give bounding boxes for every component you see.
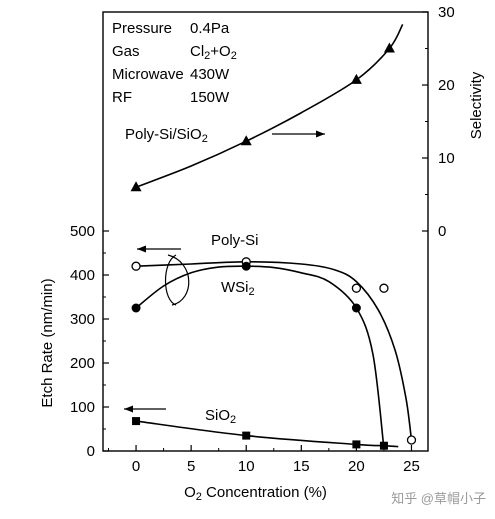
y-left-tick-label: 0 bbox=[87, 443, 95, 460]
data-point bbox=[406, 435, 417, 445]
data-point bbox=[379, 283, 389, 293]
y-left-tick-label: 400 bbox=[70, 267, 95, 284]
arrow-selectivity-head bbox=[316, 130, 325, 138]
data-point bbox=[352, 440, 361, 449]
data-point bbox=[379, 441, 388, 450]
series-label-poly-si-sio2: Poly-Si/SiO2 bbox=[125, 126, 208, 145]
x-tick-label: 5 bbox=[187, 458, 195, 475]
condition-name: Microwave bbox=[112, 66, 184, 83]
series-3 bbox=[132, 417, 399, 450]
data-point bbox=[240, 135, 252, 146]
series-0 bbox=[130, 24, 404, 192]
series-2 bbox=[131, 261, 385, 449]
subscript: 2 bbox=[249, 286, 255, 298]
series-1 bbox=[131, 257, 417, 445]
condition-value: Cl2+O2 bbox=[190, 43, 237, 62]
y-left-axis-label: Etch Rate (nm/min) bbox=[39, 278, 56, 407]
y-right-axis-label: Selectivity bbox=[468, 71, 485, 139]
subscript: 2 bbox=[202, 133, 208, 145]
text-part: Concentration (%) bbox=[202, 484, 327, 501]
data-point bbox=[351, 283, 362, 293]
series-line bbox=[136, 260, 413, 441]
condition-name: Pressure bbox=[112, 20, 172, 37]
series-label-poly-si: Poly-Si bbox=[211, 232, 259, 249]
series-line bbox=[135, 24, 404, 188]
series-label-sio2: SiO2 bbox=[205, 407, 236, 426]
arrow-etch-rate-head bbox=[137, 245, 146, 253]
data-point bbox=[131, 261, 141, 271]
text-part: Cl bbox=[190, 43, 204, 60]
condition-name: Gas bbox=[112, 43, 140, 60]
subscript: 2 bbox=[230, 414, 236, 426]
arrow-sio2-head bbox=[124, 405, 133, 413]
series-layer bbox=[124, 24, 417, 450]
y-right-tick-label: 0 bbox=[438, 223, 446, 240]
condition-value: 430W bbox=[190, 66, 230, 83]
data-point bbox=[130, 181, 142, 192]
x-axis-label: O2 Concentration (%) bbox=[184, 484, 327, 503]
condition-value: 150W bbox=[190, 89, 230, 106]
x-tick-label: 10 bbox=[238, 458, 255, 475]
data-point bbox=[241, 261, 251, 271]
text-part: WSi bbox=[221, 279, 249, 296]
text-part: Poly-Si bbox=[211, 232, 259, 249]
y-right-tick-label: 30 bbox=[438, 4, 455, 21]
text-part: O bbox=[184, 484, 196, 501]
plot-frame bbox=[102, 11, 429, 452]
data-point bbox=[242, 431, 251, 440]
data-point bbox=[132, 417, 141, 426]
text-part: +O bbox=[210, 43, 230, 60]
data-point bbox=[351, 303, 361, 313]
y-left-tick-label: 300 bbox=[70, 311, 95, 328]
data-point bbox=[131, 303, 141, 313]
condition-value: 0.4Pa bbox=[190, 20, 230, 37]
x-tick-label: 25 bbox=[403, 458, 420, 475]
subscript: 2 bbox=[204, 50, 210, 62]
watermark: 知乎 @草帽小子 bbox=[391, 491, 486, 506]
bracket-right bbox=[167, 254, 190, 306]
condition-name: RF bbox=[112, 89, 132, 106]
data-point bbox=[350, 73, 362, 84]
x-tick-label: 15 bbox=[293, 458, 310, 475]
text-part: Poly-Si/SiO bbox=[125, 126, 202, 143]
x-tick-label: 20 bbox=[348, 458, 365, 475]
y-right-tick-label: 20 bbox=[438, 77, 455, 94]
x-tick-label: 0 bbox=[132, 458, 140, 475]
subscript: 2 bbox=[231, 50, 237, 62]
series-label-wsi2: WSi2 bbox=[221, 279, 255, 298]
y-left-tick-label: 200 bbox=[70, 355, 95, 372]
text-part: 150W bbox=[190, 89, 230, 106]
text-part: SiO bbox=[205, 407, 230, 424]
data-point bbox=[383, 42, 395, 53]
text-part: 0.4Pa bbox=[190, 20, 230, 37]
y-left-tick-label: 500 bbox=[70, 223, 95, 240]
subscript: 2 bbox=[196, 491, 202, 503]
text-part: 430W bbox=[190, 66, 230, 83]
bracket-left bbox=[165, 254, 177, 306]
y-left-tick-label: 100 bbox=[70, 399, 95, 416]
y-right-tick-label: 10 bbox=[438, 150, 455, 167]
series-line bbox=[135, 265, 385, 449]
